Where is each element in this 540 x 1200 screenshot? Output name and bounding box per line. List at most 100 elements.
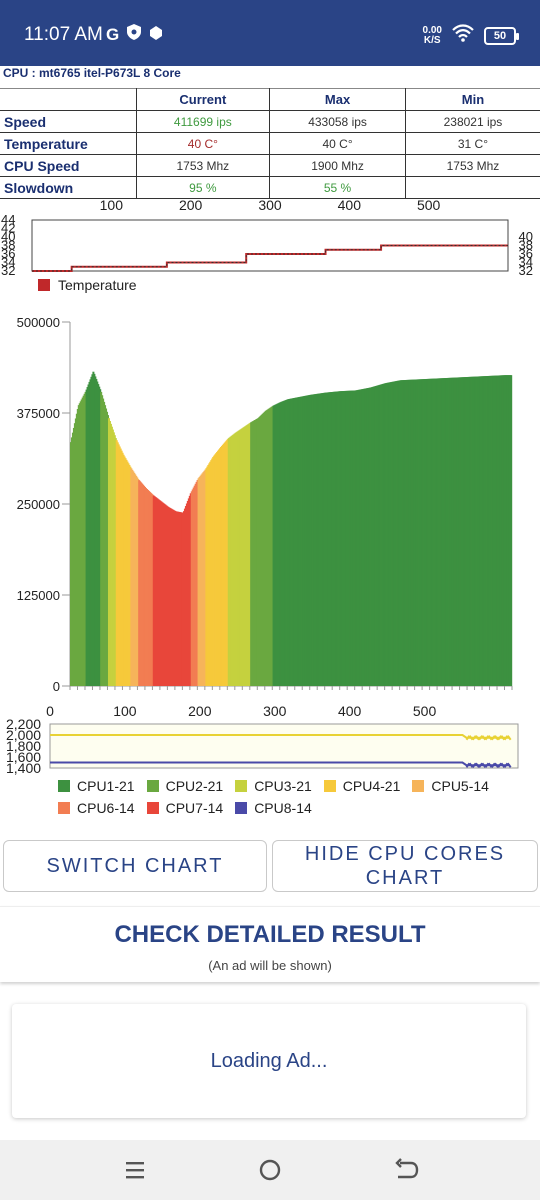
temperature-x-tick: 200 (179, 197, 203, 213)
speed-current: 411699 ips (136, 110, 271, 133)
status-right: 0.00 K/S 50 (422, 24, 519, 47)
menu-icon[interactable] (115, 1154, 155, 1186)
status-left-icons: G (106, 24, 163, 45)
legend-swatch (323, 780, 336, 792)
cpu-title: CPU : mt6765 itel-P673L 8 Core (3, 66, 181, 80)
legend-cpu1: CPU1-21 (58, 778, 135, 794)
speed-x-tick: 500 (413, 703, 437, 719)
stats-table: Current Max Min Speed 411699 ips 433058 … (0, 88, 540, 199)
cpu-frequency-y-tick: 2,200 (6, 718, 41, 732)
temperature-y-tick-right: 34 (519, 255, 533, 270)
speed-y-tick: 250000 (17, 497, 60, 512)
legend-label: CPU8-14 (254, 800, 312, 816)
check-detailed-result-button[interactable]: CHECK DETAILED RESULT (An ad will be sho… (0, 906, 540, 982)
temperature-y-tick-left: 38 (1, 238, 15, 253)
speed-x-tick: 200 (188, 703, 212, 719)
row-label-cpu-speed: CPU Speed (0, 154, 137, 177)
speed-x-tick: 400 (338, 703, 362, 719)
speed-x-tick: 0 (46, 703, 54, 719)
temperature-line (32, 244, 508, 272)
switch-chart-button[interactable]: SWITCH CHART (3, 840, 267, 892)
table-row: Temperature 40 C° 40 C° 31 C° (0, 132, 540, 155)
status-time: 11:07 AM (24, 24, 103, 45)
hide-cpu-cores-chart-button[interactable]: HIDE CPU CORES CHART (272, 840, 538, 892)
table-header-row: Current Max Min (0, 88, 540, 111)
legend-swatch (146, 780, 159, 792)
legend-swatch (58, 780, 70, 792)
temperature-x-tick: 100 (100, 197, 124, 213)
speed-x-tick: 300 (263, 703, 287, 719)
speed-max: 433058 ips (269, 110, 406, 133)
speed-y-tick: 0 (53, 679, 60, 694)
cpu-frequency-line (50, 734, 511, 739)
temperature-y-tick-left: 36 (1, 246, 15, 261)
temperature-y-tick-right: 38 (519, 238, 533, 253)
header-max: Max (269, 88, 406, 111)
ad-container[interactable]: Loading Ad... (12, 1004, 526, 1118)
back-icon[interactable] (386, 1154, 426, 1186)
header-current: Current (136, 88, 271, 111)
detail-subtitle: (An ad will be shown) (208, 958, 332, 973)
cpu-frequency-jitter (506, 762, 512, 768)
header-min: Min (405, 88, 540, 111)
legend-cpu2: CPU2-21 (146, 778, 223, 794)
legend-cpu4: CPU4-21 (323, 778, 400, 794)
temperature-y-tick-right: 32 (519, 263, 533, 278)
google-g-icon: G (106, 24, 120, 44)
legend-label: CPU1-21 (77, 778, 135, 794)
table-row: Speed 411699 ips 433058 ips 238021 ips (0, 110, 540, 133)
table-row: Slowdown 95 % 55 % (0, 176, 540, 199)
cpu-frequency-y-tick: 1,400 (6, 760, 41, 776)
battery-icon: 50 (484, 26, 519, 45)
home-icon[interactable] (250, 1154, 290, 1186)
legend-cpu8: CPU8-14 (235, 800, 312, 816)
cpu-frequency-line (50, 761, 511, 767)
temperature-x-tick: 300 (258, 197, 282, 213)
legend-swatch (235, 780, 248, 792)
temperature-y-tick-left: 42 (1, 221, 15, 236)
legend-swatch (235, 802, 248, 814)
row-label-temperature: Temperature (0, 132, 137, 155)
row-label-speed: Speed (0, 110, 137, 133)
temperature-y-tick-left: 32 (1, 263, 15, 278)
net-speed: 0.00 K/S (422, 24, 442, 46)
temperature-y-tick-right: 36 (519, 246, 533, 261)
legend-cpu7: CPU7-14 (146, 800, 223, 816)
legend-label: CPU6-14 (77, 800, 135, 816)
temperature-y-tick-right: 40 (519, 229, 533, 244)
detail-title: CHECK DETAILED RESULT (114, 921, 426, 948)
legend-cpu3: CPU3-21 (235, 778, 312, 794)
temperature-min: 31 C° (405, 132, 540, 155)
temperature-current: 40 C° (136, 132, 271, 155)
table-corner (0, 88, 137, 111)
row-label-slowdown: Slowdown (0, 176, 137, 199)
temperature-legend-swatch (38, 279, 50, 291)
ad-loading-text: Loading Ad... (210, 1050, 328, 1072)
legend-cpu6: CPU6-14 (58, 800, 135, 816)
cpu-frequency-y-tick: 1,800 (6, 738, 41, 754)
cpu-frequency-y-tick: 2,000 (6, 727, 41, 743)
temperature-y-tick-left: 34 (1, 255, 15, 270)
speed-y-tick: 375000 (17, 406, 60, 421)
slowdown-max: 55 % (269, 176, 406, 199)
legend-swatch (58, 802, 70, 814)
net-speed-unit: K/S (423, 34, 441, 46)
shield-icon (127, 24, 142, 45)
net-speed-value: 0.00 (422, 24, 442, 36)
legend-swatch (146, 802, 159, 814)
app-icon (149, 25, 163, 45)
wifi-icon (452, 24, 474, 47)
slowdown-current: 95 % (136, 176, 271, 199)
speed-x-tick: 100 (113, 703, 137, 719)
legend-swatch (412, 780, 425, 792)
status-bar: 11:07 AM G 0.00 K/S 50 (0, 0, 540, 66)
speed-min: 238021 ips (405, 110, 540, 133)
slowdown-min (405, 176, 540, 199)
legend-cpu5: CPU5-14 (412, 778, 489, 794)
cpu-frequency-plot-frame (49, 723, 519, 769)
cpu-speed-max: 1900 Mhz (269, 154, 406, 177)
temperature-x-tick: 500 (417, 197, 441, 213)
legend-label: CPU5-14 (431, 778, 489, 794)
legend-label: CPU3-21 (254, 778, 312, 794)
